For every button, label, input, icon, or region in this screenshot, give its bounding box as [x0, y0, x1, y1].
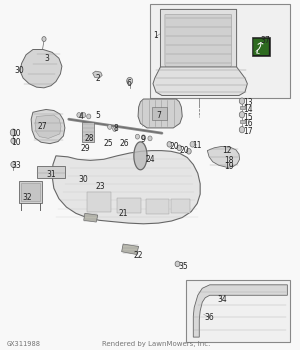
Text: 34: 34: [218, 295, 227, 304]
Text: 9: 9: [140, 135, 145, 144]
Circle shape: [167, 141, 172, 147]
Text: 20: 20: [170, 142, 179, 151]
Polygon shape: [35, 115, 61, 138]
Text: 15: 15: [243, 113, 253, 122]
Polygon shape: [31, 110, 65, 144]
Text: 5: 5: [95, 111, 100, 120]
Text: 10: 10: [11, 138, 21, 147]
Bar: [252, 37, 270, 56]
Text: 24: 24: [145, 155, 155, 164]
Circle shape: [11, 138, 16, 144]
Circle shape: [82, 113, 86, 118]
Bar: [152, 107, 167, 120]
Circle shape: [11, 162, 16, 167]
Text: 20: 20: [179, 146, 189, 155]
Bar: [37, 166, 65, 178]
Polygon shape: [160, 9, 237, 82]
FancyBboxPatch shape: [253, 39, 269, 55]
Circle shape: [177, 145, 182, 150]
Circle shape: [108, 125, 112, 130]
Bar: [19, 181, 42, 203]
Polygon shape: [134, 142, 147, 170]
Text: 21: 21: [118, 209, 128, 218]
Bar: [82, 122, 94, 141]
Text: 37: 37: [260, 36, 270, 45]
Text: 35: 35: [178, 262, 188, 271]
Bar: [87, 193, 111, 212]
Text: 8: 8: [113, 124, 118, 133]
Text: 25: 25: [103, 139, 113, 148]
Text: 17: 17: [243, 127, 253, 136]
Text: 7: 7: [157, 111, 161, 120]
Text: 33: 33: [11, 161, 21, 170]
Circle shape: [175, 261, 180, 267]
Text: 14: 14: [243, 105, 253, 114]
Polygon shape: [20, 49, 62, 88]
Circle shape: [190, 141, 195, 147]
Circle shape: [239, 112, 245, 118]
Polygon shape: [93, 71, 102, 78]
Bar: [150, 4, 290, 98]
Text: Rendered by LawnMowers, Inc.: Rendered by LawnMowers, Inc.: [102, 341, 210, 347]
Circle shape: [135, 134, 140, 139]
Bar: [146, 199, 170, 214]
Polygon shape: [122, 244, 139, 254]
Circle shape: [87, 114, 91, 119]
Bar: [240, 120, 245, 123]
Bar: [171, 199, 190, 213]
Bar: [117, 198, 141, 214]
Text: 12: 12: [222, 146, 232, 155]
Text: 10: 10: [11, 130, 21, 138]
Text: 11: 11: [192, 141, 202, 150]
Text: 28: 28: [84, 134, 94, 143]
Text: 26: 26: [120, 139, 129, 148]
Text: 18: 18: [224, 155, 234, 164]
Bar: [240, 106, 245, 109]
Circle shape: [113, 127, 117, 131]
Text: 30: 30: [79, 175, 88, 184]
Circle shape: [141, 135, 146, 140]
Circle shape: [127, 77, 133, 84]
Bar: [21, 183, 40, 201]
Text: 32: 32: [22, 193, 32, 202]
Circle shape: [77, 113, 81, 118]
Text: 31: 31: [46, 170, 56, 179]
Circle shape: [148, 136, 152, 141]
Text: 23: 23: [96, 182, 106, 191]
Text: 13: 13: [243, 98, 253, 107]
Text: 36: 36: [205, 314, 214, 322]
Bar: [186, 280, 290, 342]
Circle shape: [239, 98, 245, 104]
Text: GX311988: GX311988: [7, 341, 41, 347]
Text: 16: 16: [243, 119, 253, 128]
Polygon shape: [84, 214, 98, 222]
Text: 6: 6: [127, 79, 131, 88]
Text: 30: 30: [15, 66, 24, 75]
Circle shape: [42, 37, 46, 42]
Polygon shape: [153, 67, 247, 96]
Polygon shape: [138, 99, 182, 128]
Text: 27: 27: [38, 122, 47, 131]
Polygon shape: [52, 150, 200, 224]
Text: 4: 4: [79, 112, 84, 121]
Text: 22: 22: [133, 251, 143, 260]
Text: 19: 19: [224, 162, 234, 171]
Circle shape: [239, 127, 245, 133]
Text: 1: 1: [153, 31, 158, 40]
Polygon shape: [207, 146, 240, 167]
Text: 2: 2: [95, 74, 100, 83]
Text: 29: 29: [81, 144, 91, 153]
Circle shape: [10, 129, 16, 136]
Text: 3: 3: [44, 54, 50, 63]
Circle shape: [186, 148, 191, 154]
Polygon shape: [193, 285, 287, 337]
Polygon shape: [165, 15, 232, 73]
